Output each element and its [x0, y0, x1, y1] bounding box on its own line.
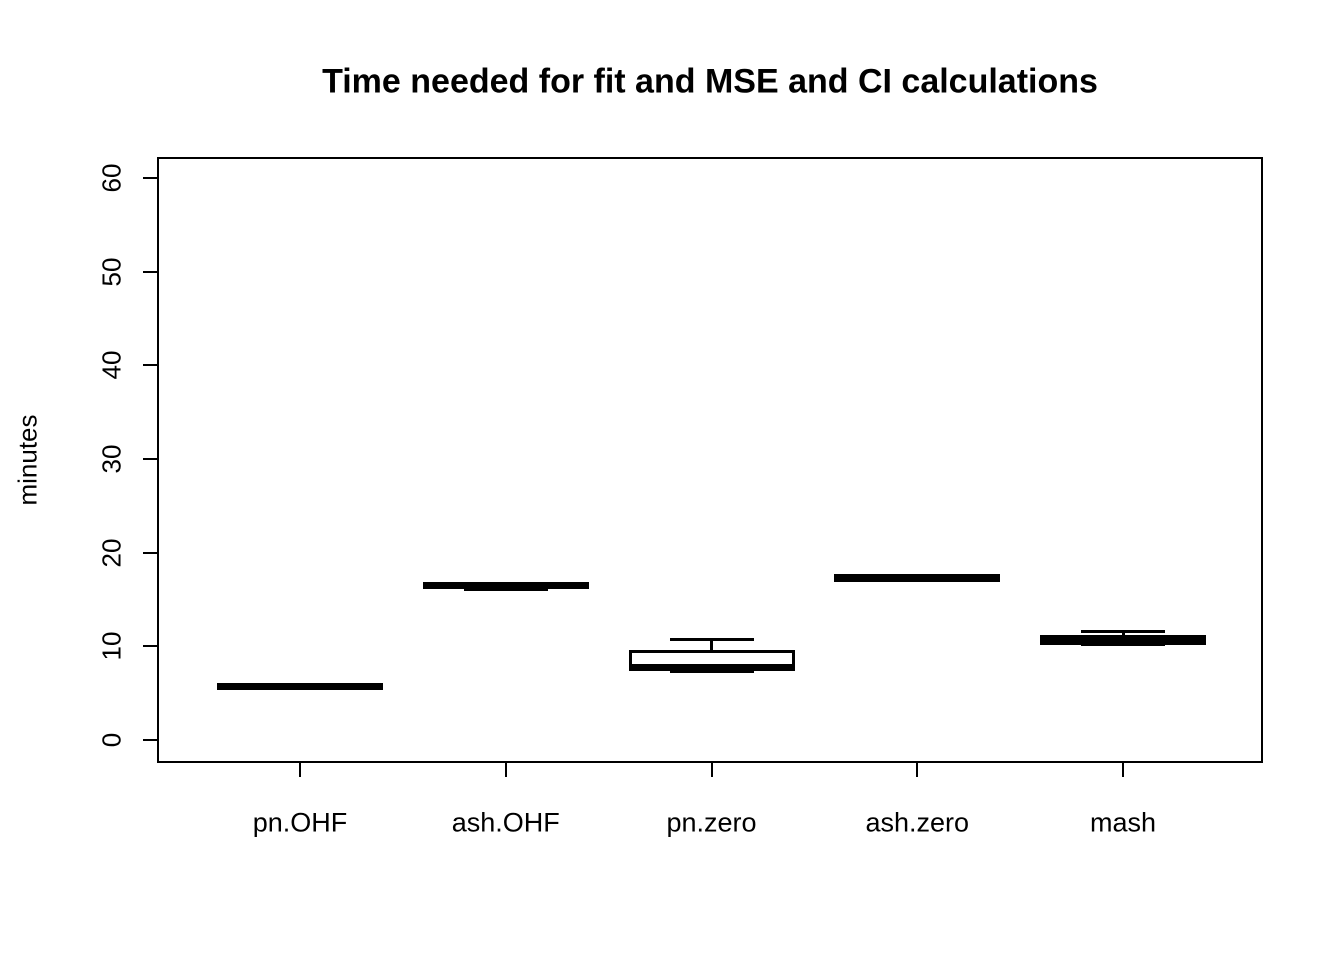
y-tick-label: 0	[96, 732, 127, 748]
upper-whisker-line	[710, 639, 713, 651]
median-line	[628, 664, 795, 672]
upper-whisker-line	[1121, 631, 1125, 637]
y-tick-mark	[143, 458, 157, 460]
y-axis-title: minutes	[12, 414, 43, 506]
x-tick-mark	[504, 763, 507, 777]
y-tick-mark	[143, 551, 157, 554]
y-tick-label: 50	[96, 257, 127, 287]
y-tick-label: 60	[96, 163, 127, 193]
x-tick-mark	[1122, 763, 1124, 777]
median-line	[834, 574, 1001, 582]
x-tick-mark	[299, 763, 301, 777]
median-line	[1040, 636, 1206, 644]
median-line	[217, 683, 383, 691]
y-tick-label: 20	[96, 538, 127, 568]
y-tick-mark	[143, 739, 157, 741]
y-tick-label: 40	[96, 350, 127, 380]
upper-whisker-cap	[669, 638, 754, 642]
y-tick-label: 10	[96, 631, 127, 661]
x-tick-mark	[916, 763, 919, 777]
median-line	[422, 582, 589, 590]
y-tick-mark	[143, 177, 157, 179]
x-tick-label: ash.OHF	[451, 807, 560, 838]
y-tick-mark	[143, 364, 157, 367]
y-tick-label: 30	[96, 444, 127, 474]
x-tick-label: pn.OHF	[252, 807, 348, 838]
x-tick-label: ash.zero	[865, 807, 970, 838]
x-tick-mark	[710, 763, 713, 777]
x-tick-label: pn.zero	[666, 807, 757, 838]
y-tick-mark	[143, 645, 157, 648]
y-tick-mark	[143, 270, 157, 273]
upper-whisker-cap	[1081, 629, 1165, 633]
x-tick-label: mash	[1089, 807, 1157, 838]
chart-title: Time needed for fit and MSE and CI calcu…	[322, 62, 1098, 101]
